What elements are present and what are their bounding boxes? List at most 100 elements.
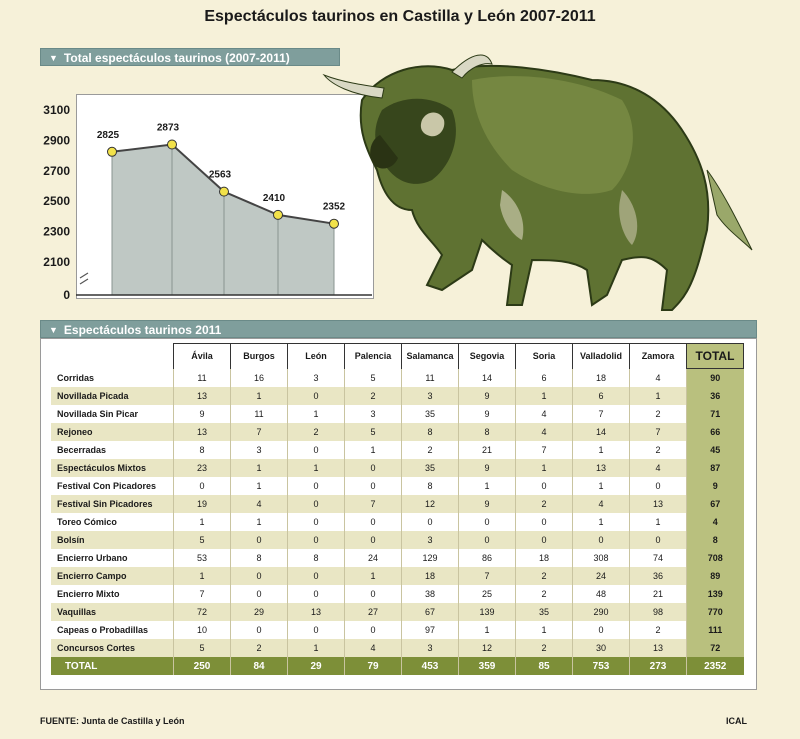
table-cell: 1 <box>515 621 573 639</box>
table-cell: 0 <box>344 513 402 531</box>
chart-section-title: Total espectáculos taurinos (2007-2011) <box>63 51 290 65</box>
table-cell: 2 <box>515 495 573 513</box>
data-point <box>107 146 117 157</box>
table-row: Festival Sin Picadores 19 4 0 7 12 9 2 4 13 67 <box>51 495 744 513</box>
table-cell: 13 <box>572 459 630 477</box>
table-cell: 2 <box>629 441 687 459</box>
table-cell: 2 <box>629 621 687 639</box>
table-cell: 1 <box>344 441 402 459</box>
source-note: FUENTE: Junta de Castilla y León <box>40 716 185 726</box>
table-cell: 24 <box>344 549 402 567</box>
table-cell: 0 <box>572 531 630 549</box>
table-cell: 0 <box>230 621 288 639</box>
table-cell: 27 <box>344 603 402 621</box>
table-cell: 11 <box>230 405 288 423</box>
table-cell: 18 <box>401 567 459 585</box>
data-label: 2352 <box>323 202 346 213</box>
triangle-down-icon: ▼ <box>49 325 58 335</box>
column-header: Salamanca <box>401 343 459 369</box>
row-total-cell: 139 <box>686 585 744 603</box>
table-cell: 1 <box>173 513 231 531</box>
table-cell: 14 <box>572 423 630 441</box>
table-cell: 35 <box>401 459 459 477</box>
table-cell: 23 <box>173 459 231 477</box>
table-cell: 53 <box>173 549 231 567</box>
table-cell: 2 <box>344 387 402 405</box>
table-cell: 8 <box>287 549 345 567</box>
table-cell: 1 <box>173 567 231 585</box>
table-cell: 11 <box>401 368 459 387</box>
table-cell: 19 <box>173 495 231 513</box>
axis-break-mark <box>79 272 89 285</box>
table-cell: 2 <box>230 639 288 657</box>
table-cell: 18 <box>515 549 573 567</box>
table-row: Festival Con Picadores 0 1 0 0 8 1 0 1 0 9 <box>51 477 744 495</box>
table-cell: 3 <box>230 441 288 459</box>
table-cell: 18 <box>572 368 630 387</box>
table-cell: 0 <box>287 531 345 549</box>
area-segment <box>111 143 173 296</box>
table-cell: 2 <box>515 585 573 603</box>
table-cell: 1 <box>458 621 516 639</box>
row-total-cell: 708 <box>686 549 744 567</box>
row-total-cell: 2352 <box>686 657 744 675</box>
table-cell: 1 <box>515 459 573 477</box>
table-cell: 21 <box>629 585 687 603</box>
table-cell: 1 <box>230 477 288 495</box>
row-total-cell: 90 <box>686 368 744 387</box>
table-cell: 359 <box>458 657 516 675</box>
table-cell: 36 <box>629 567 687 585</box>
table-cell: 8 <box>401 477 459 495</box>
table-cell: 1 <box>344 567 402 585</box>
table-cell: 0 <box>287 441 345 459</box>
table-cell: 67 <box>401 603 459 621</box>
table-row: Becerradas 8 3 0 1 2 21 7 1 2 45 <box>51 441 744 459</box>
chart-section-header: ▼ Total espectáculos taurinos (2007-2011) <box>40 48 340 66</box>
table-cell: 7 <box>458 567 516 585</box>
table-cell: 4 <box>629 368 687 387</box>
table-cell: 7 <box>344 495 402 513</box>
table-cell: 0 <box>287 621 345 639</box>
row-total-cell: 36 <box>686 387 744 405</box>
y-tick-label: 0 <box>63 288 70 302</box>
row-total-cell: 8 <box>686 531 744 549</box>
table-cell: 12 <box>458 639 516 657</box>
data-label: 2410 <box>263 193 286 204</box>
table-cell: 453 <box>401 657 459 675</box>
row-label: Encierro Mixto <box>51 585 174 603</box>
table-cell: 7 <box>230 423 288 441</box>
table-cell: 129 <box>401 549 459 567</box>
table-cell: 1 <box>230 513 288 531</box>
data-point <box>273 209 283 220</box>
table-cell: 9 <box>458 387 516 405</box>
data-point <box>329 218 339 229</box>
table-cell: 98 <box>629 603 687 621</box>
column-header: Valladolid <box>572 343 630 369</box>
table-cell: 4 <box>230 495 288 513</box>
table-cell: 6 <box>572 387 630 405</box>
table-cell: 0 <box>458 531 516 549</box>
table-cell: 0 <box>230 567 288 585</box>
table-cell: 2 <box>287 423 345 441</box>
data-label: 2873 <box>157 123 180 134</box>
table-row: Espectáculos Mixtos 23 1 1 0 35 9 1 13 4 87 <box>51 459 744 477</box>
area-segment <box>223 190 279 296</box>
table-cell: 0 <box>287 585 345 603</box>
table-cell: 4 <box>515 423 573 441</box>
row-label: Novillada Picada <box>51 387 174 405</box>
table-cell: 7 <box>173 585 231 603</box>
table-cell: 9 <box>458 405 516 423</box>
table-cell: 79 <box>344 657 402 675</box>
table-cell: 0 <box>230 531 288 549</box>
table-cell: 1 <box>230 459 288 477</box>
table-cell: 0 <box>515 531 573 549</box>
table-cell: 3 <box>401 387 459 405</box>
table-cell: 0 <box>515 513 573 531</box>
y-tick-label: 2300 <box>43 225 70 239</box>
table-cell: 250 <box>173 657 231 675</box>
table-cell: 7 <box>629 423 687 441</box>
table-cell: 0 <box>629 477 687 495</box>
table-cell: 5 <box>344 368 402 387</box>
table-cell: 5 <box>173 639 231 657</box>
table-cell: 85 <box>515 657 573 675</box>
